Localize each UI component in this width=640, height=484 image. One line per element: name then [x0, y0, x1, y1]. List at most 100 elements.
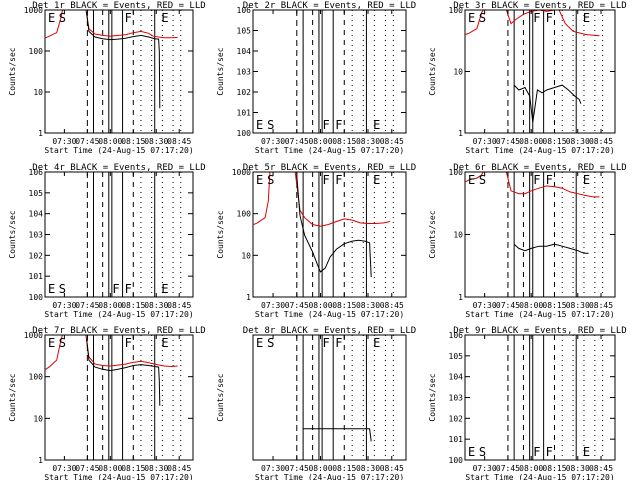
x-tick-label: 08:45 — [589, 301, 613, 310]
event-marker-label: F — [533, 445, 540, 459]
series-line — [296, 175, 372, 278]
x-tick-label: 08:15 — [121, 301, 145, 310]
series-line — [303, 428, 372, 442]
detector-panel-3: Det 3r BLACK = Events, RED = LLD 1 10 100 07… — [428, 1, 627, 155]
event-marker-label: F — [335, 336, 342, 350]
series-line — [45, 10, 178, 39]
y-tick-label: 1000 — [232, 168, 251, 177]
y-tick-label: 100 — [449, 456, 464, 465]
series-line — [465, 172, 600, 198]
event-marker-label: E — [373, 173, 380, 187]
panel-title: Det 6r BLACK = Events, RED = LLD — [453, 163, 626, 173]
series-line — [253, 172, 391, 227]
event-marker-label: E — [256, 336, 263, 350]
x-axis-label: Start Time (24-Aug-15 07:17:20) — [465, 146, 614, 155]
x-tick-label: 08:15 — [542, 137, 566, 146]
x-tick-label: 08:00 — [308, 137, 332, 146]
x-axis-label: Start Time (24-Aug-15 07:17:20) — [255, 310, 404, 319]
x-tick-label: 08:30 — [144, 137, 168, 146]
y-tick-label: 1 — [458, 129, 463, 138]
event-marker-label: F — [335, 118, 342, 132]
event-marker-label: E — [583, 11, 590, 25]
event-marker-label: S — [59, 11, 66, 25]
plot-frame — [44, 171, 194, 298]
series-line — [45, 335, 178, 370]
y-tick-label: 100 — [237, 210, 252, 219]
x-tick-label: 08:30 — [566, 464, 590, 473]
panel-title: Det 7r BLACK = Events, RED = LLD — [32, 326, 205, 336]
y-tick-label: 102 — [29, 251, 44, 260]
plot-frame — [464, 334, 616, 461]
y-tick-label: 10 — [241, 251, 251, 260]
x-tick-label: 08:45 — [589, 137, 613, 146]
event-marker-label: E — [48, 282, 55, 296]
x-tick-label: 07:45 — [285, 137, 309, 146]
event-marker-label: F — [335, 173, 342, 187]
y-tick-label: 105 — [449, 352, 464, 361]
x-axis-label: Start Time (24-Aug-15 07:17:20) — [465, 473, 614, 480]
y-axis-label: Counts/sec — [428, 47, 437, 95]
x-tick-label: 07:30 — [473, 137, 497, 146]
event-marker-label: E — [256, 118, 263, 132]
y-tick-label: 103 — [29, 231, 44, 240]
y-tick-label: 101 — [449, 435, 464, 444]
x-tick-label: 08:45 — [380, 301, 404, 310]
y-tick-label: 1 — [38, 456, 43, 465]
y-axis-label: Counts/sec — [428, 210, 437, 258]
event-marker-label: F — [546, 11, 553, 25]
event-marker-label: F — [533, 173, 540, 187]
x-tick-label: 08:15 — [332, 137, 356, 146]
x-tick-label: 07:30 — [261, 137, 285, 146]
y-tick-label: 101 — [237, 109, 252, 118]
x-tick-label: 07:30 — [261, 464, 285, 473]
detector-panel-1: Det 1r BLACK = Events, RED = LLD 1 10 100 10… — [8, 1, 206, 155]
event-marker-label: E — [468, 173, 475, 187]
x-tick-label: 07:45 — [75, 464, 99, 473]
x-tick-label: 08:00 — [98, 464, 122, 473]
event-marker-label: E — [583, 445, 590, 459]
event-marker-label: E — [256, 173, 263, 187]
event-marker-label: E — [161, 336, 168, 350]
y-tick-label: 103 — [449, 394, 464, 403]
y-tick-label: 106 — [449, 331, 464, 340]
event-marker-label: E — [373, 336, 380, 350]
y-tick-label: 102 — [237, 88, 252, 97]
event-marker-label: F — [533, 11, 540, 25]
x-tick-label: 08:00 — [98, 137, 122, 146]
detector-panel-7: Det 7r BLACK = Events, RED = LLD 1 10 100 10… — [8, 326, 206, 482]
x-tick-label: 07:30 — [52, 301, 76, 310]
y-axis-label: Counts/sec — [216, 373, 225, 421]
plot-frame — [464, 171, 616, 298]
y-tick-label: 1000 — [24, 331, 43, 340]
y-tick-label: 10 — [453, 68, 463, 77]
event-marker-label: F — [323, 118, 330, 132]
y-tick-label: 100 — [29, 47, 44, 56]
plot-frame — [252, 334, 407, 461]
y-tick-label: 105 — [29, 189, 44, 198]
y-tick-label: 105 — [237, 27, 252, 36]
event-marker-label: E — [373, 118, 380, 132]
event-marker-label: E — [48, 336, 55, 350]
y-tick-label: 1000 — [24, 6, 43, 15]
x-tick-label: 08:15 — [332, 464, 356, 473]
plot-frame — [252, 171, 407, 298]
x-tick-label: 07:30 — [52, 464, 76, 473]
y-tick-label: 100 — [449, 168, 464, 177]
x-tick-label: 08:15 — [332, 301, 356, 310]
event-marker-label: F — [125, 11, 132, 25]
y-axis-label: Counts/sec — [8, 373, 17, 421]
detector-panel-8: Det 8r BLACK = Events, RED = LLD 07:30 07:… — [216, 326, 416, 482]
y-tick-label: 10 — [453, 231, 463, 240]
y-tick-label: 100 — [449, 6, 464, 15]
event-marker-label: S — [479, 173, 486, 187]
y-axis-label: Counts/sec — [8, 47, 17, 95]
y-tick-label: 10 — [33, 414, 43, 423]
x-tick-label: 07:45 — [285, 464, 309, 473]
series-line — [86, 338, 161, 406]
series-line — [86, 11, 161, 109]
x-tick-label: 08:45 — [167, 301, 191, 310]
y-tick-label: 103 — [237, 68, 252, 77]
event-marker-label: E — [468, 445, 475, 459]
